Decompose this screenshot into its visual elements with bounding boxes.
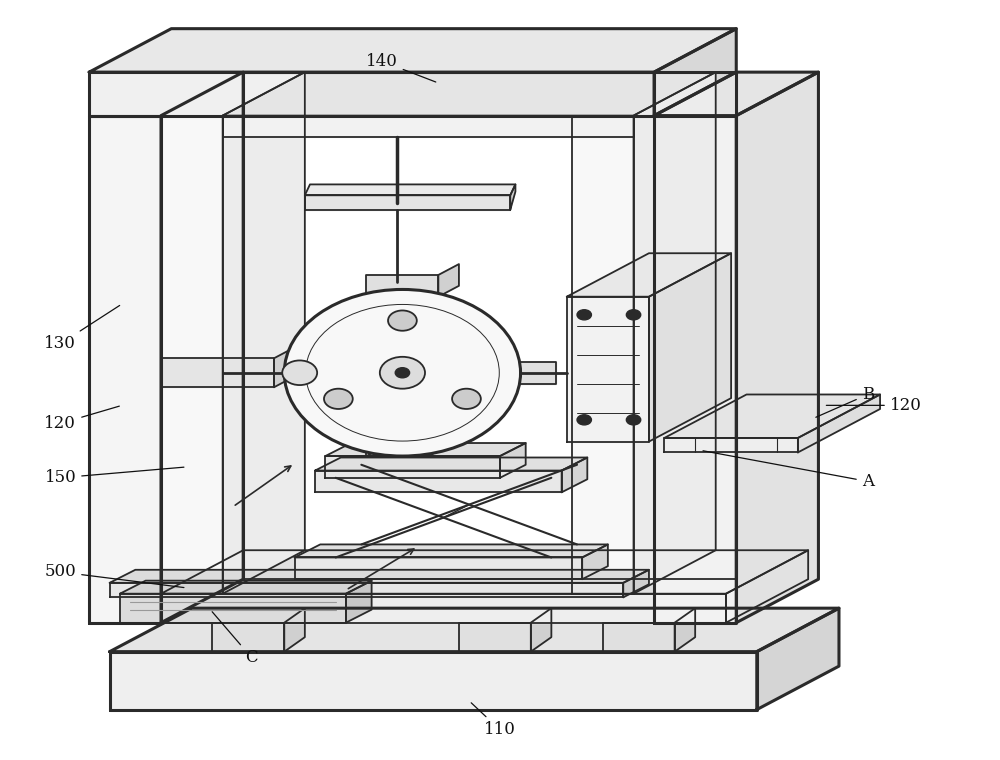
Polygon shape xyxy=(510,185,515,210)
Polygon shape xyxy=(366,445,449,456)
Text: 110: 110 xyxy=(471,703,516,739)
Circle shape xyxy=(282,360,317,385)
Polygon shape xyxy=(110,608,839,651)
Polygon shape xyxy=(459,622,531,651)
Polygon shape xyxy=(567,296,649,442)
Polygon shape xyxy=(212,622,284,651)
Polygon shape xyxy=(120,581,372,594)
Polygon shape xyxy=(274,347,295,388)
Polygon shape xyxy=(284,608,305,651)
Polygon shape xyxy=(649,253,731,442)
Polygon shape xyxy=(89,72,654,116)
Polygon shape xyxy=(223,72,716,116)
Polygon shape xyxy=(623,570,649,597)
Circle shape xyxy=(380,356,425,388)
Polygon shape xyxy=(654,72,818,116)
Polygon shape xyxy=(798,394,880,452)
Polygon shape xyxy=(366,427,428,456)
Polygon shape xyxy=(120,594,346,622)
Circle shape xyxy=(324,388,353,409)
Circle shape xyxy=(626,415,641,425)
Polygon shape xyxy=(562,458,587,492)
Text: 150: 150 xyxy=(44,467,184,486)
Polygon shape xyxy=(346,581,372,622)
Polygon shape xyxy=(110,651,757,710)
Polygon shape xyxy=(161,550,808,594)
Polygon shape xyxy=(295,558,582,579)
Circle shape xyxy=(626,310,641,320)
Polygon shape xyxy=(161,594,726,622)
Polygon shape xyxy=(757,608,839,710)
Text: 500: 500 xyxy=(44,563,184,587)
Circle shape xyxy=(452,388,481,409)
Circle shape xyxy=(395,368,410,378)
Polygon shape xyxy=(325,443,526,456)
Polygon shape xyxy=(531,608,551,651)
Polygon shape xyxy=(736,72,818,622)
Circle shape xyxy=(577,415,591,425)
Circle shape xyxy=(284,290,521,456)
Polygon shape xyxy=(325,456,500,478)
Text: 140: 140 xyxy=(366,52,436,82)
Polygon shape xyxy=(603,622,675,651)
Polygon shape xyxy=(567,253,731,296)
Polygon shape xyxy=(654,116,736,622)
Text: A: A xyxy=(703,451,874,490)
Polygon shape xyxy=(161,116,223,594)
Polygon shape xyxy=(223,116,634,138)
Polygon shape xyxy=(110,570,649,583)
Polygon shape xyxy=(223,72,305,594)
Text: 120: 120 xyxy=(826,397,922,414)
Polygon shape xyxy=(500,443,526,478)
Polygon shape xyxy=(161,358,274,388)
Text: B: B xyxy=(816,386,874,417)
Polygon shape xyxy=(572,116,634,594)
Polygon shape xyxy=(428,416,449,456)
Polygon shape xyxy=(305,185,515,195)
Polygon shape xyxy=(675,608,695,651)
Polygon shape xyxy=(315,458,587,470)
Circle shape xyxy=(388,310,417,331)
Polygon shape xyxy=(515,362,556,384)
Polygon shape xyxy=(654,29,736,116)
Polygon shape xyxy=(110,583,623,597)
Polygon shape xyxy=(634,72,716,594)
Circle shape xyxy=(577,310,591,320)
Polygon shape xyxy=(161,72,243,622)
Polygon shape xyxy=(664,438,798,452)
Polygon shape xyxy=(295,544,608,558)
Text: C: C xyxy=(212,612,258,666)
Polygon shape xyxy=(438,264,459,296)
Polygon shape xyxy=(89,116,161,622)
Polygon shape xyxy=(664,394,880,438)
Polygon shape xyxy=(305,195,510,210)
Polygon shape xyxy=(89,29,736,72)
Text: 120: 120 xyxy=(44,406,119,432)
Text: 130: 130 xyxy=(44,306,120,353)
Polygon shape xyxy=(726,550,808,622)
Polygon shape xyxy=(366,275,438,296)
Polygon shape xyxy=(315,470,562,492)
Polygon shape xyxy=(582,544,608,579)
